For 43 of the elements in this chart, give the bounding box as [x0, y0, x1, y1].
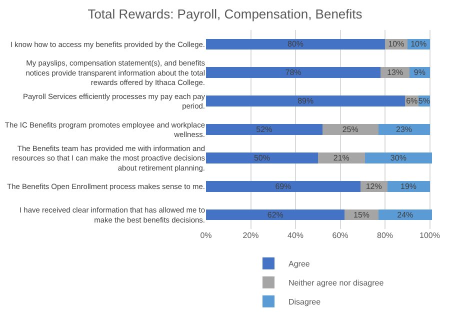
bar	[206, 38, 386, 50]
x-tick-label: 60%	[332, 231, 348, 240]
data-label: 9%	[414, 68, 426, 78]
data-label: 25%	[342, 125, 358, 134]
data-label: 15%	[354, 210, 370, 220]
data-label: 24%	[397, 210, 414, 220]
data-label: 12%	[366, 182, 382, 191]
x-tick-label: 0%	[200, 231, 212, 240]
x-tick-label: 100%	[420, 231, 440, 240]
data-label: 10%	[410, 40, 427, 49]
data-label: 69%	[275, 182, 292, 191]
data-label: 89%	[298, 96, 314, 106]
bar	[206, 124, 322, 135]
data-label: 30%	[390, 153, 406, 162]
bar	[206, 96, 406, 106]
bar	[206, 209, 345, 220]
bar	[378, 124, 430, 135]
data-label: 23%	[396, 125, 412, 134]
legend-label: Agree	[288, 260, 310, 269]
data-label: 80%	[287, 40, 304, 49]
data-label: 6%	[406, 96, 418, 106]
chart-title: Total Rewards: Payroll, Compensation, Benefits	[88, 6, 363, 22]
data-label: 19%	[400, 182, 417, 191]
data-label: 10%	[388, 40, 404, 49]
bar	[364, 152, 432, 164]
bar	[206, 67, 381, 78]
bar	[206, 180, 360, 192]
data-label: 21%	[333, 153, 350, 162]
bar	[318, 152, 365, 164]
x-tick-label: 80%	[377, 231, 394, 240]
legend-label: Neither agree nor disagree	[288, 278, 384, 288]
bar	[387, 180, 430, 192]
data-label: 62%	[267, 210, 284, 220]
data-label: 52%	[256, 125, 272, 134]
x-tick-label: 40%	[287, 231, 304, 240]
legend-label: Disagree	[288, 298, 322, 307]
data-label: 50%	[254, 153, 270, 162]
x-tick-label: 20%	[242, 231, 259, 240]
data-label: 13%	[387, 68, 404, 78]
data-label: 5%	[418, 96, 430, 106]
bar	[322, 124, 378, 135]
bar	[206, 152, 318, 164]
data-label: 78%	[285, 68, 302, 78]
